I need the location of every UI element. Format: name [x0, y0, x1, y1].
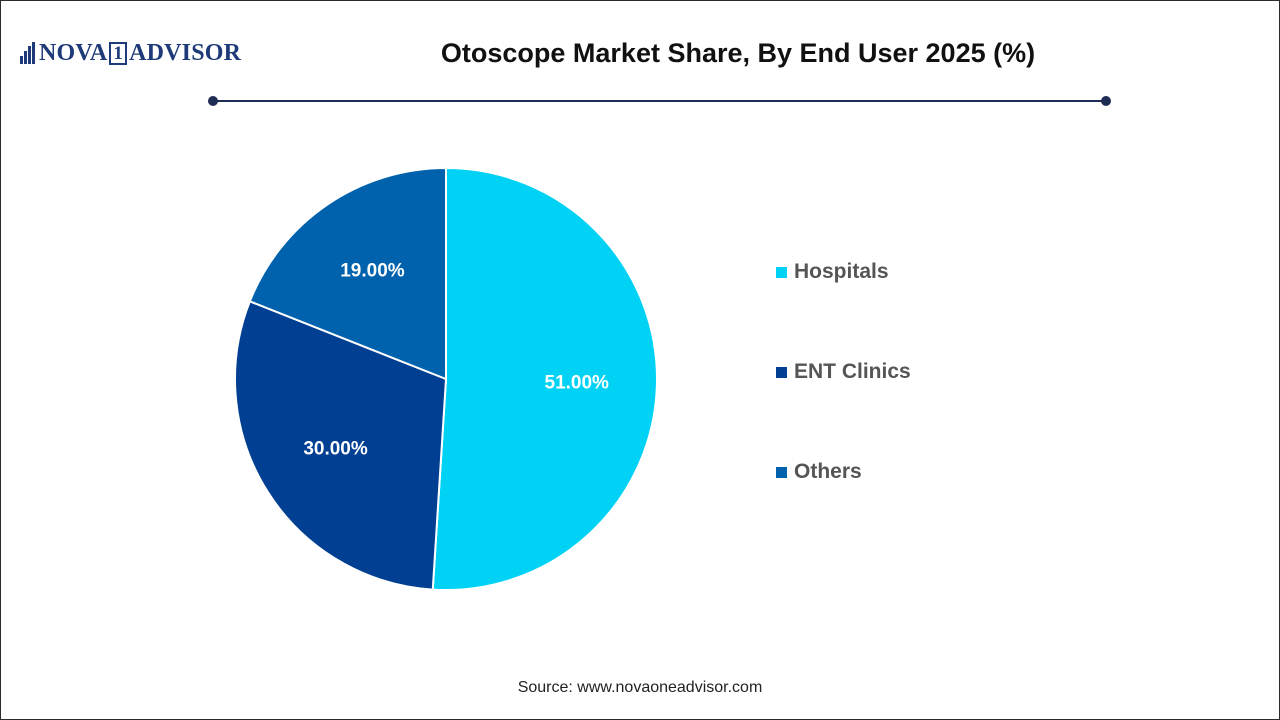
chart-title: Otoscope Market Share, By End User 2025 …	[440, 38, 1036, 68]
logo-text-one: 1	[109, 41, 128, 65]
logo-text-nova: NOVA	[39, 39, 108, 66]
legend-label-hospitals: Hospitals	[794, 260, 889, 283]
pie-slice-ent-clinics	[234, 300, 448, 591]
legend-label-others: Others	[794, 460, 862, 483]
source-note: Source: www.novaoneadvisor.com	[517, 679, 763, 696]
pie-slice-others	[248, 166, 447, 381]
pie-data-labels: 51.00% 30.00% 19.00%	[303, 260, 609, 459]
divider-left-dot	[208, 96, 218, 106]
legend-swatch-ent-clinics	[776, 366, 787, 378]
legend-item-ent-clinics: ENT Clinics	[776, 360, 911, 384]
data-label-ent-clinics: 30.00%	[303, 439, 368, 460]
logo-wordmark: NOVA 1 ADVISOR	[39, 40, 241, 67]
bar-chart-logo-icon	[20, 42, 36, 64]
pie-slice-hospitals	[431, 166, 658, 591]
data-label-others: 19.00%	[340, 260, 405, 281]
legend-item-others: Others	[776, 460, 862, 484]
title-divider	[213, 100, 1106, 102]
nova-advisor-logo: NOVA 1 ADVISOR	[20, 38, 241, 68]
legend-label-ent-clinics: ENT Clinics	[794, 360, 911, 383]
legend-swatch-others	[776, 466, 787, 478]
pie-slices	[234, 166, 658, 591]
data-label-hospitals: 51.00%	[545, 373, 610, 394]
logo-text-advisor: ADVISOR	[129, 39, 242, 66]
divider-right-dot	[1101, 96, 1111, 106]
legend-swatch-hospitals	[776, 266, 787, 278]
legend-item-hospitals: Hospitals	[776, 260, 889, 284]
